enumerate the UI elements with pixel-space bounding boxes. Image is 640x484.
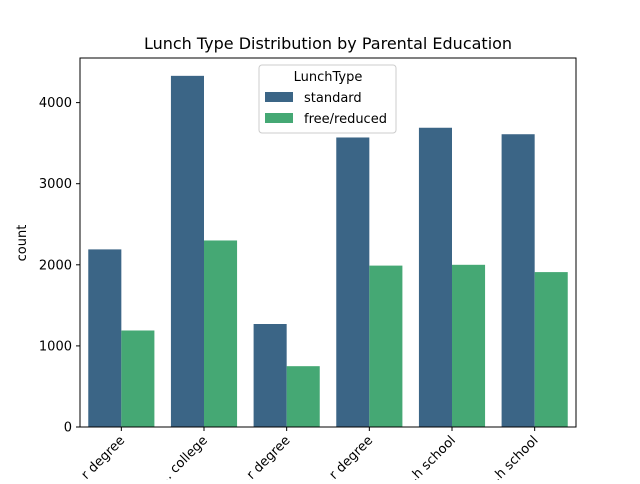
bar-free-reduced-2 — [286, 366, 320, 427]
bar-standard-4 — [418, 127, 452, 427]
legend-swatch-0 — [265, 92, 293, 102]
x-axis: ...r degree ... college ...r degree ...r de… — [70, 427, 542, 484]
bar-free-reduced-5 — [534, 272, 568, 427]
bar-standard-0 — [88, 249, 122, 427]
y-tick-label-2: 2000 — [39, 258, 72, 273]
bar-standard-5 — [501, 134, 535, 428]
plot-frame — [79, 57, 577, 428]
y-tick-label-4: 4000 — [39, 96, 72, 111]
x-tick-label-0: ...r degree — [70, 433, 128, 480]
legend-box — [258, 64, 397, 134]
bar-free-reduced-1 — [204, 240, 238, 427]
y-tick-label-0: 0 — [64, 421, 72, 436]
y-axis: 0 1000 2000 3000 4000 — [39, 96, 80, 436]
bar-free-reduced-4 — [452, 264, 486, 427]
y-axis-label: count — [15, 225, 30, 262]
bar-free-reduced-0 — [121, 330, 155, 427]
chart-title: Lunch Type Distribution by Parental Educ… — [144, 34, 512, 53]
bars-group — [88, 75, 568, 428]
legend-label-0: standard — [304, 91, 362, 106]
bar-standard-2 — [253, 324, 287, 427]
x-tick-label-5: ...h school — [484, 433, 542, 480]
legend-title: LunchType — [294, 70, 363, 85]
bar-free-reduced-3 — [369, 265, 403, 427]
x-tick-label-3: ...r degree — [318, 433, 376, 480]
bar-standard-3 — [336, 137, 370, 428]
bar-standard-1 — [170, 75, 204, 427]
legend-label-1: free/reduced — [304, 112, 387, 127]
x-tick-label-2: ...r degree — [235, 433, 293, 480]
y-tick-label-3: 3000 — [39, 177, 72, 192]
x-tick-label-1: ... college — [156, 433, 211, 480]
legend-swatch-1 — [265, 113, 293, 123]
x-tick-label-4: ...h school — [401, 433, 459, 480]
legend: LunchType standard free/reduced — [258, 64, 397, 134]
y-tick-label-1: 1000 — [39, 339, 72, 354]
